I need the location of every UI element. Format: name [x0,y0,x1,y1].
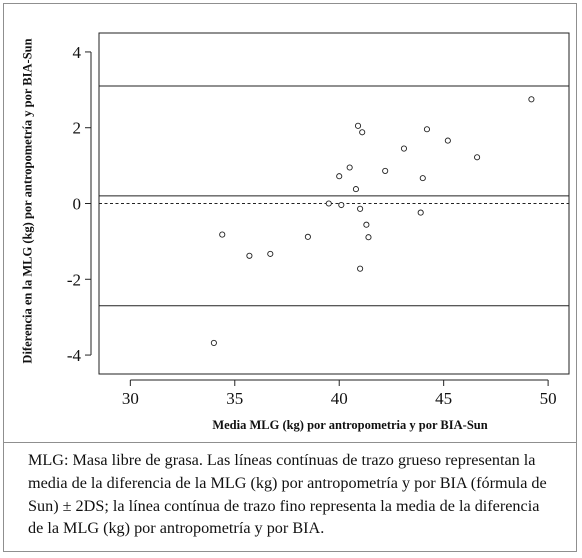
data-point [359,129,366,136]
caption-divider [4,442,576,443]
data-point [219,231,226,238]
x-tick-label: 40 [331,389,348,408]
y-axis-label: Diferencia en la MLG (kg) por antropomet… [20,38,35,364]
data-point [357,265,364,272]
x-tick-label: 50 [540,389,557,408]
data-point [419,175,426,182]
data-point [382,167,389,174]
data-point [338,201,345,209]
data-point [400,145,408,152]
data-point [325,200,332,207]
y-tick-label: 4 [73,43,82,62]
data-point [352,186,359,193]
data-point [267,250,274,257]
data-point [357,205,364,212]
data-point [354,122,362,129]
data-point [423,126,431,133]
y-tick-label: -2 [67,270,81,289]
y-tick-label: 2 [73,119,82,138]
figure-caption: MLG: Masa libre de grasa. Las líneas con… [28,451,547,538]
x-tick-label: 35 [226,389,243,408]
data-point [304,233,311,240]
data-point [528,96,535,103]
y-tick-label: -4 [67,346,82,365]
x-tick-label: 45 [435,389,452,408]
figure-frame: 30 35 40 45 50 -4 -2 0 2 4 Diferencia en la MLG (… [3,3,577,552]
scatter-plot: 30 35 40 45 50 -4 -2 0 2 4 [67,32,570,408]
data-point [417,209,424,216]
data-point [444,137,451,144]
x-tick-label: 30 [122,389,139,408]
data-point [474,154,481,161]
data-point [346,164,353,171]
data-point [365,234,372,241]
plot-border [98,32,570,375]
data-point [210,339,217,346]
y-tick-label: 0 [73,195,82,214]
x-axis-label: Media MLG (kg) por antropometria y por B… [212,418,488,432]
data-point [363,221,370,228]
data-point [246,252,253,259]
data-point [336,173,343,180]
